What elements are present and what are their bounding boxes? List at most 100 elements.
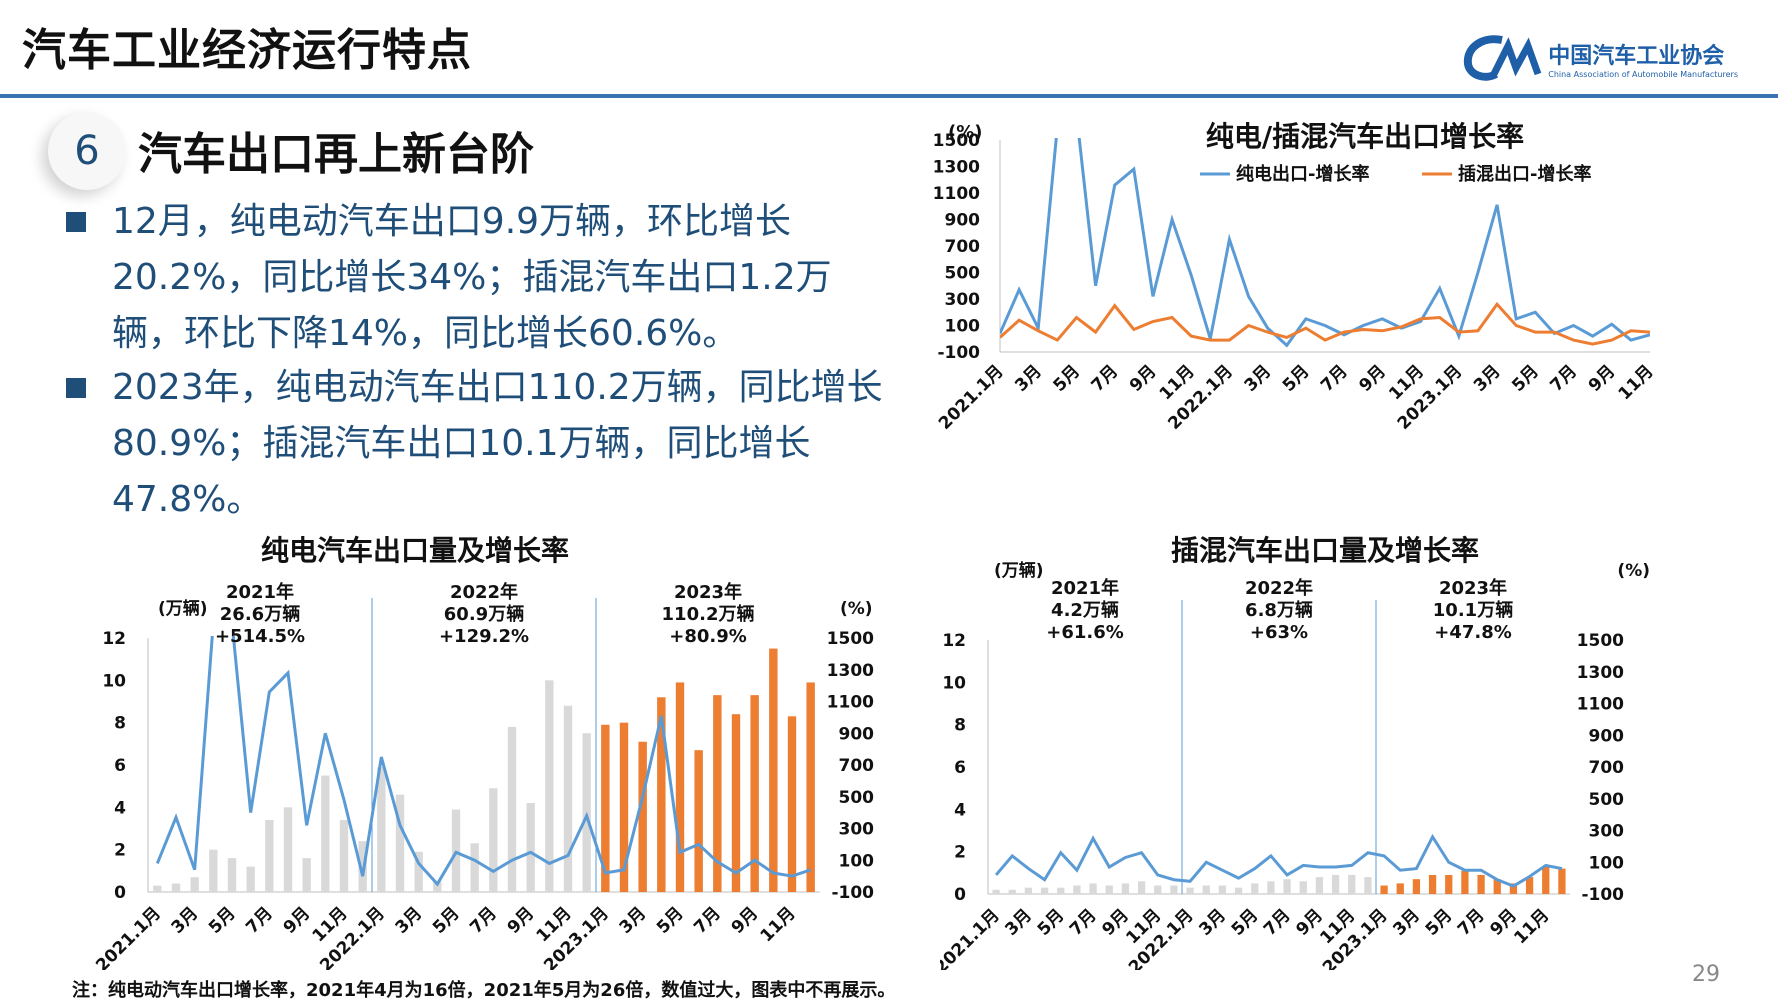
bullet-square-icon [66, 378, 86, 398]
annotation-year: 2023年 [1439, 577, 1507, 599]
y1-tick-label: 4 [954, 800, 966, 820]
page-title: 汽车工业经济运行特点 [22, 25, 472, 76]
x-tick-label: 3月 [168, 903, 203, 938]
volume-bar [1121, 883, 1130, 894]
volume-bar [1040, 887, 1049, 894]
volume-bar [1315, 877, 1324, 894]
x-tick-label: 3月 [1195, 905, 1230, 940]
volume-bar [731, 714, 741, 892]
chart-title: 纯电/插混汽车出口增长率 [1206, 120, 1524, 153]
annotation-volume: 110.2万辆 [662, 603, 755, 625]
x-tick-label: 3月 [1011, 361, 1046, 396]
x-tick-label: 3月 [1470, 361, 1505, 396]
y1-tick-label: 2 [114, 841, 126, 861]
volume-bar [1089, 883, 1097, 894]
volume-bar [1170, 885, 1178, 894]
y1-tick-label: 10 [102, 671, 126, 691]
chart-title: 插混汽车出口量及增长率 [1171, 534, 1479, 567]
plot-area: 0 2 4 6 8 10 12 -100 100 300 500 700 900 1100 1300 1500… [940, 577, 1624, 970]
volume-bar [1525, 877, 1534, 894]
volume-bar [657, 697, 666, 892]
volume-bar [153, 885, 162, 892]
volume-bar [414, 851, 423, 892]
volume-bar [1234, 887, 1243, 894]
y2-tick-label: 700 [1589, 758, 1625, 778]
volume-bar [1137, 881, 1146, 894]
volume-bar [433, 881, 442, 892]
bullet-square-icon [66, 212, 86, 232]
annotation-volume: 10.1万辆 [1433, 599, 1513, 621]
x-tick-label: 5月 [1508, 361, 1543, 396]
x-tick-label: 3月 [1241, 361, 1276, 396]
x-tick-label: 2021.1月 [92, 903, 165, 970]
y1-tick-label: 6 [114, 756, 126, 776]
volume-bar [545, 680, 554, 892]
logo-en-text: China Association of Automobile Manufact… [1548, 69, 1738, 79]
legend-phev: 插混出口-增长率 [1458, 163, 1591, 185]
annotation-growth: +47.8% [1434, 622, 1512, 643]
y1-tick-label: 6 [954, 758, 966, 778]
x-tick-label: 7月 [1260, 905, 1295, 940]
annotation-year: 2022年 [450, 581, 518, 603]
section-number-badge: 6 [48, 112, 126, 190]
growth-line [994, 833, 1563, 888]
x-tick-label: 7月 [1547, 361, 1582, 396]
annotation-year: 2022年 [1245, 577, 1313, 599]
volume-bar [1218, 885, 1227, 894]
volume-bar [246, 866, 255, 892]
y-tick-label: -100 [937, 343, 980, 363]
volume-bar [675, 682, 685, 892]
plot-area: 0 2 4 6 8 10 12 -100 100 300 500 700 900 1100 1300 1500… [92, 581, 874, 970]
volume-bar [339, 820, 349, 892]
volume-bar [787, 716, 797, 892]
x-tick-label: 3月 [1001, 905, 1036, 940]
x-tick-label: 3月 [616, 903, 651, 938]
volume-bar [638, 741, 647, 892]
volume-bar [1380, 885, 1388, 894]
volume-bar [1105, 885, 1113, 894]
x-tick-label: 7月 [1088, 361, 1123, 396]
volume-bar [1331, 874, 1340, 894]
ev-phev-growth-chart: 纯电/插混汽车出口增长率 (%) 纯电出口-增长率 插混出口-增长率 -100 1… [933, 120, 1658, 434]
y-axis-unit: (%) [948, 122, 983, 143]
y2-tick-label: -100 [1581, 885, 1624, 905]
volume-bar [171, 883, 181, 892]
volume-bar [321, 775, 330, 892]
bev-export-chart: 纯电汽车出口量及增长率 (万辆) (%) 0 2 4 6 8 10 12 -100 100 300… [92, 534, 874, 970]
y1-tick-label: 10 [942, 673, 966, 693]
x-tick-label: 5月 [653, 903, 688, 938]
volume-bar [1154, 885, 1162, 894]
annotation-growth: +80.9% [669, 626, 747, 647]
volume-bar [713, 695, 722, 892]
y2-tick-label: 300 [1589, 822, 1625, 842]
x-tick-label: 7月 [1066, 905, 1101, 940]
annotation-volume: 4.2万辆 [1051, 599, 1119, 621]
y2-tick-label: 1500 [827, 629, 874, 649]
volume-bar [1024, 887, 1033, 894]
y-tick-label: 900 [945, 211, 981, 231]
y1-axis-unit: (万辆) [158, 598, 208, 619]
y2-tick-label: 700 [839, 756, 875, 776]
volume-bar [526, 803, 535, 892]
logo-cn-text: 中国汽车工业协会 [1548, 43, 1725, 69]
x-tick-label: 7月 [690, 903, 725, 938]
x-tick-label: 2021.1月 [935, 361, 1008, 434]
y-tick-label: 500 [945, 264, 981, 284]
volume-bar [1348, 874, 1356, 894]
volume-bar [1428, 874, 1437, 894]
volume-bar [1267, 881, 1275, 894]
annotation-growth: +514.5% [215, 626, 305, 647]
x-tick-label: 5月 [1034, 905, 1069, 940]
y2-tick-label: 1500 [1577, 631, 1624, 651]
volume-bar [750, 695, 759, 892]
x-tick-label: 5月 [1049, 361, 1084, 396]
volume-bar [769, 648, 778, 892]
volume-bar [489, 788, 498, 892]
volume-bar [1445, 874, 1453, 894]
volume-bar [1008, 889, 1016, 894]
y2-tick-label: 900 [839, 724, 875, 744]
y2-axis-unit: (%) [840, 599, 873, 619]
x-tick-label: 3月 [392, 903, 427, 938]
annotation-volume: 60.9万辆 [444, 603, 524, 625]
